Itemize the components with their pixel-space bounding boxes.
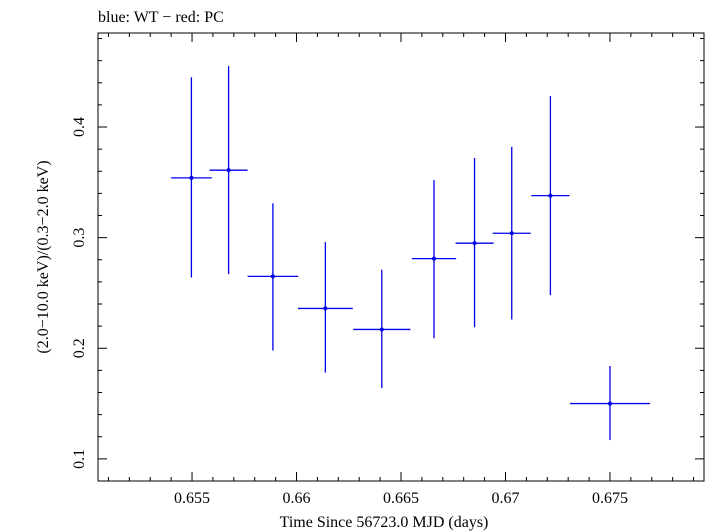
y-tick-label: 0.1 <box>71 449 88 469</box>
x-tick-label: 0.66 <box>283 490 311 507</box>
data-marker <box>379 327 384 332</box>
data-point <box>455 157 494 328</box>
data-point <box>411 180 457 339</box>
data-point <box>247 203 299 351</box>
data-marker <box>189 175 194 180</box>
plot-frame <box>97 32 705 482</box>
x-axis-label: Time Since 56723.0 MJD (days) <box>280 514 489 531</box>
x-tick-label: 0.665 <box>383 490 419 507</box>
data-marker <box>548 193 553 198</box>
x-axis-ticks: 0.655 0.66 0.665 0.67 0.675 <box>107 33 695 507</box>
x-tick-label: 0.67 <box>491 490 519 507</box>
data-point <box>171 77 212 278</box>
y-tick-label: 0.4 <box>71 117 88 137</box>
data-marker <box>432 256 437 261</box>
x-tick-label: 0.655 <box>174 490 210 507</box>
data-point <box>209 66 248 275</box>
chart-title: blue: WT − red: PC <box>98 9 224 26</box>
data-point <box>353 269 411 389</box>
data-marker <box>323 306 328 311</box>
data-point <box>570 365 650 441</box>
y-axis-label: (2.0−10.0 keV)/(0.3−2.0 keV) <box>35 160 52 353</box>
data-point <box>297 242 353 373</box>
y-axis-ticks: 0.1 0.2 0.3 0.4 <box>71 38 704 482</box>
data-marker <box>509 231 514 236</box>
data-point <box>492 146 531 320</box>
x-tick-label: 0.675 <box>592 490 628 507</box>
data-marker <box>607 401 612 406</box>
y-tick-label: 0.2 <box>71 338 88 358</box>
data-series <box>171 66 650 441</box>
y-tick-label: 0.3 <box>71 228 88 248</box>
data-point <box>531 96 570 296</box>
data-marker <box>270 274 275 279</box>
data-marker <box>226 168 231 173</box>
data-marker <box>472 241 477 246</box>
